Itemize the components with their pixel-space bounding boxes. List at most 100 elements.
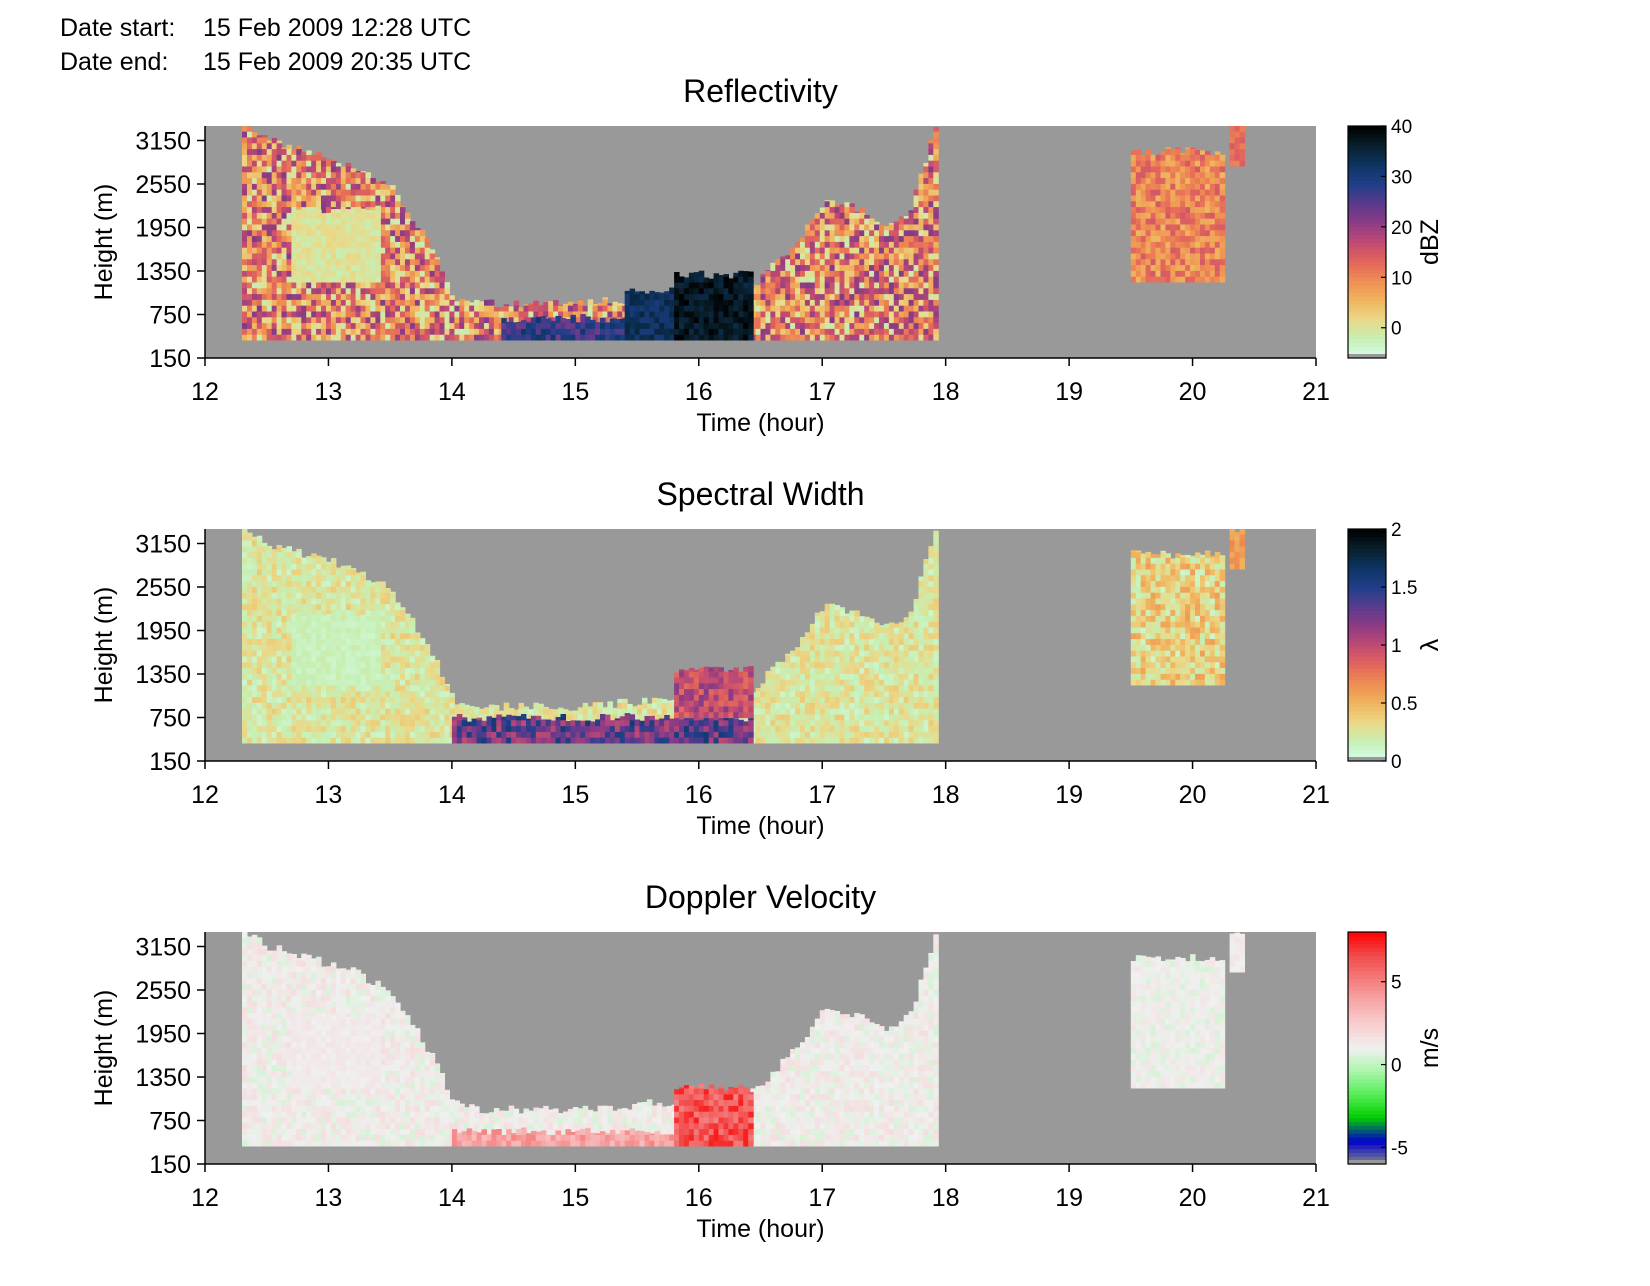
heatmap-cell	[425, 679, 431, 685]
heatmap-cell	[242, 546, 248, 552]
heatmap-cell	[282, 569, 288, 575]
heatmap-cell	[316, 241, 322, 247]
heatmap-cell	[761, 299, 767, 305]
heatmap-cell	[336, 598, 342, 604]
heatmap-cell	[326, 691, 332, 697]
heatmap-cell	[341, 566, 347, 570]
heatmap-cell	[899, 230, 905, 236]
heatmap-cell	[625, 294, 631, 300]
heatmap-cell	[511, 323, 516, 329]
heatmap-cell	[810, 247, 816, 253]
heatmap-cell	[689, 311, 695, 317]
heatmap-cell	[1185, 253, 1191, 259]
heatmap-cell	[840, 334, 846, 340]
heatmap-cell	[879, 225, 885, 231]
heatmap-cell	[272, 270, 278, 276]
heatmap-cell	[252, 581, 258, 587]
heatmap-cell	[923, 195, 929, 201]
heatmap-cell	[277, 668, 283, 674]
heatmap-cell	[830, 265, 836, 271]
heatmap-cell	[366, 241, 372, 247]
heatmap-cell	[356, 299, 362, 305]
heatmap-cell	[835, 305, 841, 311]
heatmap-cell	[889, 294, 895, 300]
heatmap-cell	[919, 305, 925, 311]
heatmap-cell	[262, 621, 268, 627]
heatmap-cell	[765, 270, 771, 276]
heatmap-cell	[489, 323, 495, 329]
heatmap-cell	[825, 294, 831, 300]
heatmap-cell	[400, 311, 406, 317]
heatmap-cell	[296, 598, 302, 604]
heatmap-cell	[785, 255, 791, 259]
heatmap-cell	[262, 265, 268, 271]
heatmap-cell	[247, 218, 253, 224]
heatmap-cell	[380, 181, 386, 184]
heatmap-cell	[306, 305, 312, 311]
heatmap-cell	[909, 224, 915, 230]
heatmap-cell	[262, 259, 268, 265]
heatmap-cell	[1185, 218, 1191, 224]
heatmap-cell	[311, 265, 317, 271]
heatmap-cell	[859, 247, 865, 253]
heatmap-cell	[252, 650, 258, 656]
heatmap-cell	[825, 265, 831, 271]
heatmap-cell	[820, 212, 826, 218]
heatmap-cell	[719, 288, 725, 294]
heatmap-cell	[449, 305, 455, 311]
heatmap-cell	[415, 270, 421, 276]
heatmap-cell	[247, 540, 253, 546]
heatmap-cell	[267, 282, 273, 288]
heatmap-cell	[351, 731, 357, 737]
heatmap-cell	[311, 586, 317, 592]
heatmap-cell	[795, 270, 801, 276]
heatmap-cell	[242, 328, 248, 334]
heatmap-cell	[1161, 230, 1167, 236]
heatmap-cell	[405, 691, 411, 697]
heatmap-cell	[864, 253, 870, 259]
heatmap-cell	[1170, 207, 1176, 213]
heatmap-cell	[1141, 224, 1147, 230]
heatmap-cell	[306, 195, 312, 201]
heatmap-cell	[933, 149, 939, 155]
heatmap-cell	[1146, 207, 1152, 213]
heatmap-cell	[459, 317, 465, 323]
heatmap-cell	[370, 592, 376, 598]
heatmap-cell	[430, 276, 436, 282]
heatmap-cell	[385, 207, 391, 213]
heatmap-cell	[1215, 224, 1221, 230]
heatmap-cell	[296, 189, 302, 195]
heatmap-cell	[316, 230, 322, 236]
heatmap-cell	[301, 154, 307, 160]
heatmap-cell	[435, 328, 441, 334]
heatmap-cell	[385, 311, 391, 317]
heatmap-cell	[316, 201, 322, 207]
heatmap-cell	[820, 218, 826, 224]
heatmap-cell	[306, 702, 312, 708]
heatmap-cell	[277, 224, 283, 230]
heatmap-cell	[430, 265, 436, 271]
heatmap-cell	[1205, 160, 1211, 166]
heatmap-cell	[252, 178, 258, 184]
heatmap-cell	[664, 323, 670, 329]
heatmap-cell	[370, 201, 376, 207]
heatmap-cell	[311, 334, 317, 340]
heatmap-cell	[326, 294, 332, 300]
heatmap-cell	[390, 218, 396, 224]
heatmap-cell	[277, 317, 283, 323]
heatmap-cell	[282, 610, 288, 616]
heatmap-cell	[1230, 154, 1236, 160]
heatmap-cell	[277, 247, 283, 253]
heatmap-cell	[272, 259, 278, 265]
heatmap-cell	[380, 592, 386, 598]
heatmap-cell	[1180, 276, 1186, 282]
heatmap-cell	[267, 178, 273, 184]
heatmap-cell	[272, 737, 278, 743]
heatmap-cell	[321, 317, 327, 323]
heatmap-cell	[291, 311, 297, 317]
heatmap-cell	[375, 604, 381, 610]
heatmap-cell	[361, 737, 367, 743]
heatmap-cell	[1220, 218, 1226, 224]
heatmap-cell	[909, 247, 915, 253]
heatmap-cell	[257, 253, 263, 259]
